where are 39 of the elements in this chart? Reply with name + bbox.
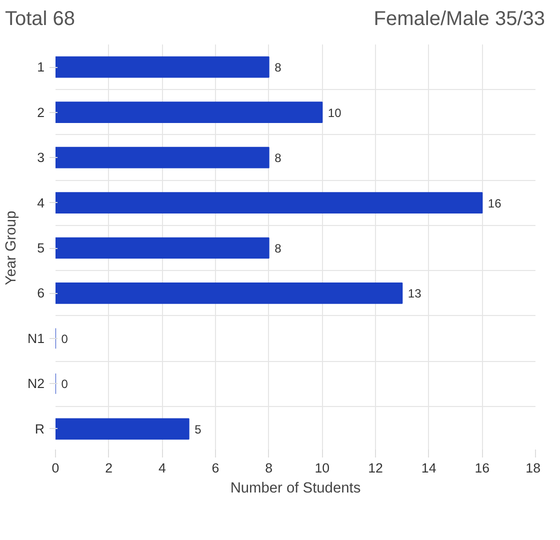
data-label: 10 <box>328 105 342 120</box>
data-label: 8 <box>274 241 282 256</box>
bar <box>56 192 483 214</box>
x-axis-title: Number of Students <box>230 480 361 496</box>
data-label: 5 <box>194 422 202 436</box>
y-tick-label: 5 <box>37 240 45 256</box>
bar <box>56 236 270 258</box>
data-label: 13 <box>408 286 422 300</box>
bar <box>56 282 403 304</box>
x-tick-label: 16 <box>474 460 490 476</box>
data-label: 16 <box>488 196 502 210</box>
x-tick-label: 14 <box>421 460 437 476</box>
data-label: 8 <box>274 60 282 74</box>
text: Total 68 <box>5 7 76 32</box>
y-tick-label: N2 <box>27 376 45 391</box>
y-tick-label: 6 <box>37 285 45 300</box>
y-tick-label: N1 <box>27 330 45 346</box>
bar <box>56 101 323 123</box>
y-tick-label: 3 <box>37 150 45 165</box>
bar <box>56 418 190 440</box>
data-label: 8 <box>274 150 282 165</box>
y-tick-label: 1 <box>37 59 45 74</box>
bar <box>56 56 270 78</box>
x-tick-label: 0 <box>52 460 60 476</box>
x-tick-label: 4 <box>158 460 166 476</box>
text: Female/Male 35/33 <box>374 7 545 32</box>
x-tick-label: 6 <box>212 460 220 476</box>
y-tick-label: R <box>34 420 45 436</box>
x-tick-label: 10 <box>314 460 330 476</box>
y-tick-label: 4 <box>37 194 46 210</box>
data-label: 0 <box>61 376 68 391</box>
x-tick-label: 12 <box>368 460 383 476</box>
y-tick-label: 2 <box>37 104 45 120</box>
y-axis-title: Year Group <box>3 210 20 285</box>
x-tick-label: 2 <box>105 460 113 476</box>
data-label: 0 <box>61 332 68 346</box>
x-tick-label: 8 <box>265 460 273 476</box>
bar <box>56 146 270 168</box>
x-tick-label: 18 <box>526 460 541 476</box>
